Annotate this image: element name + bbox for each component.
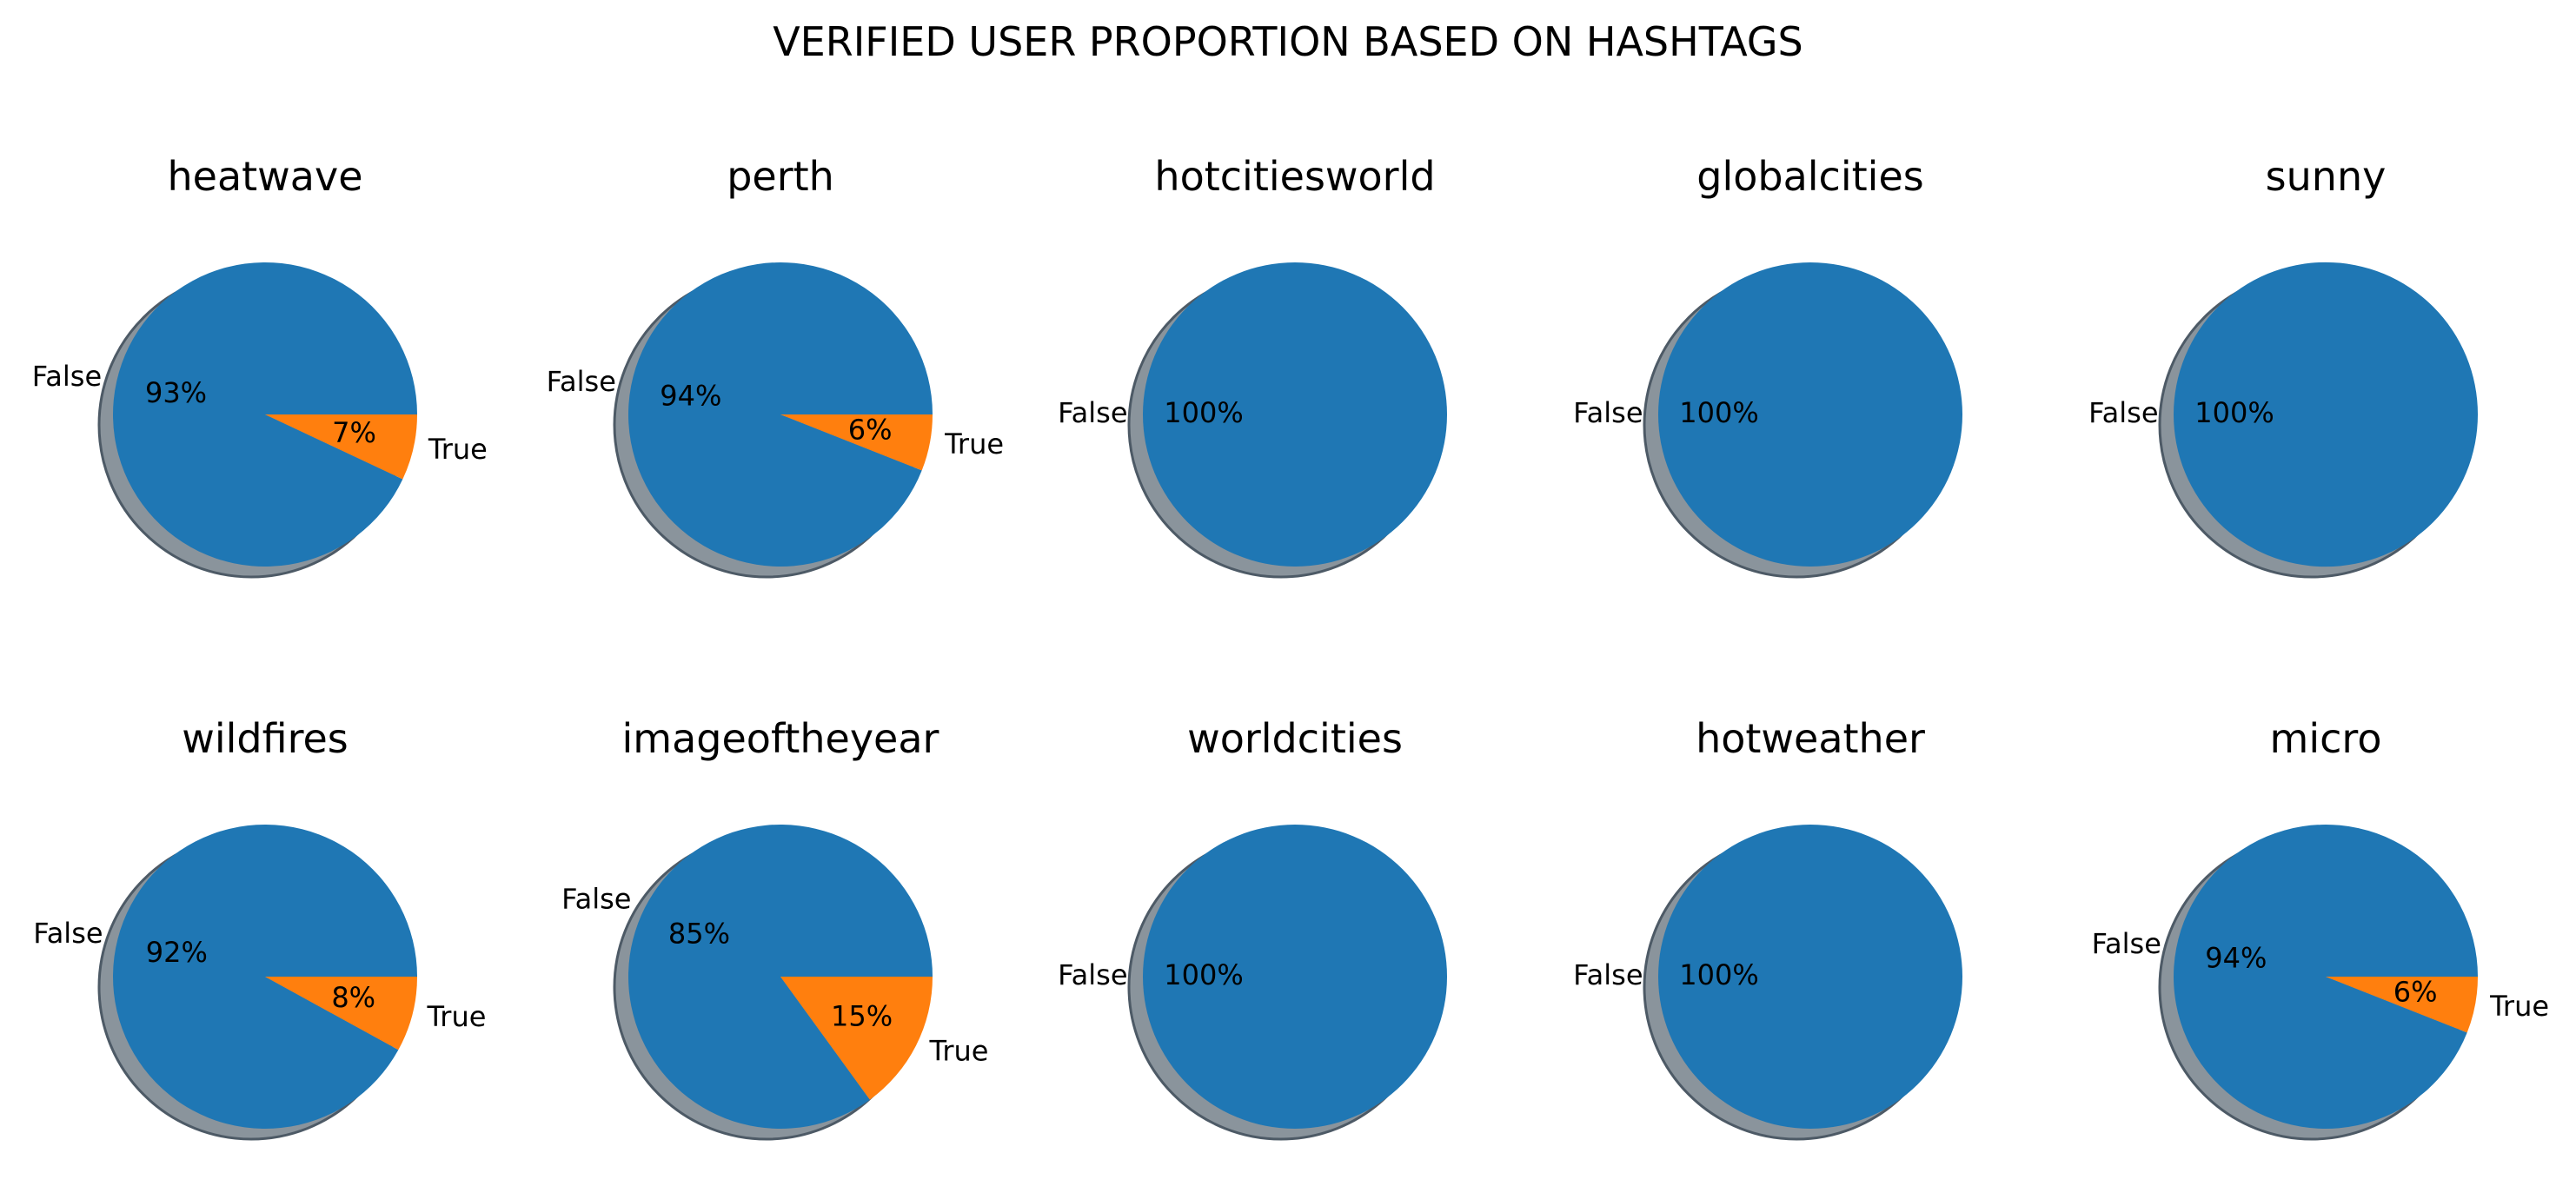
- slice-label-false: False: [547, 365, 616, 398]
- slice-label-true: True: [944, 427, 1004, 461]
- pie-slice-true: [265, 977, 417, 1051]
- pie-perth: perth False 94% True 6%: [547, 153, 1004, 579]
- pie-slice-false: [2174, 262, 2479, 567]
- pie-wildfires: wildfires False 92% True 8%: [33, 715, 486, 1141]
- slice-label-false: False: [561, 883, 631, 916]
- slice-label-true: True: [428, 433, 488, 466]
- pie-title-micro: micro: [2270, 715, 2382, 762]
- pie-title-worldcities: worldcities: [1187, 715, 1403, 762]
- pie-title-hotcitiesworld: hotcitiesworld: [1154, 153, 1435, 200]
- pie-title-sunny: sunny: [2266, 153, 2387, 200]
- slice-label-true: True: [929, 1034, 989, 1067]
- pie-hotweather: hotweather False 100%: [1573, 715, 1962, 1141]
- slice-percent-false: 85%: [668, 917, 730, 950]
- pie-slice-false: [1658, 825, 1962, 1129]
- pie-slice-false: [627, 825, 933, 1130]
- pie-title-perth: perth: [727, 153, 834, 200]
- slice-label-true: True: [426, 1000, 486, 1033]
- pie-title-imageoftheyear: imageoftheyear: [622, 715, 939, 762]
- slice-percent-true: 6%: [848, 414, 893, 447]
- pie-title-heatwave: heatwave: [167, 153, 362, 200]
- slice-percent-false: 93%: [145, 376, 207, 409]
- pie-title-wildfires: wildfires: [182, 715, 349, 762]
- slice-percent-false: 94%: [660, 379, 721, 412]
- slice-percent-true: 6%: [2393, 976, 2438, 1009]
- slice-label-false: False: [1573, 396, 1643, 429]
- pie-slice-false: [628, 262, 933, 567]
- pie-title-hotweather: hotweather: [1696, 715, 1925, 762]
- pie-slice-false: [1143, 262, 1447, 567]
- pie-worldcities: worldcities False 100%: [1058, 715, 1447, 1141]
- pie-slice-false: [2174, 825, 2478, 1130]
- slice-label-false: False: [33, 917, 103, 950]
- pie-slice-false: [112, 262, 417, 567]
- pie-sunny: sunny False 100%: [2088, 153, 2479, 579]
- slice-label-false: False: [32, 360, 102, 393]
- slice-percent-true: 8%: [331, 981, 375, 1014]
- pie-micro: micro False 94% True 6%: [2092, 715, 2549, 1141]
- slice-percent-false: 100%: [1164, 958, 1243, 991]
- slice-label-false: False: [2088, 396, 2158, 429]
- pie-heatwave: heatwave False 93% True 7%: [32, 153, 488, 579]
- figure-title: VERIFIED USER PROPORTION BASED ON HASHTA…: [773, 18, 1803, 65]
- slice-percent-true: 15%: [831, 1000, 893, 1033]
- pie-globalcities: globalcities False 100%: [1573, 153, 1962, 579]
- slice-percent-false: 100%: [1679, 958, 1758, 991]
- pie-slice-false: [1143, 825, 1447, 1129]
- slice-percent-false: 100%: [1679, 396, 1758, 429]
- pie-slice-true: [780, 977, 933, 1100]
- slice-percent-true: 7%: [332, 416, 376, 449]
- pie-slice-false: [1658, 262, 1962, 567]
- slice-percent-false: 100%: [2194, 396, 2274, 429]
- slice-label-false: False: [1058, 396, 1127, 429]
- pie-hotcitiesworld: hotcitiesworld False 100%: [1058, 153, 1447, 579]
- slice-percent-false: 92%: [146, 936, 208, 969]
- slice-label-false: False: [1573, 958, 1643, 991]
- pie-slice-true: [265, 414, 417, 480]
- pie-slice-true: [780, 414, 933, 471]
- pie-slice-true: [2326, 977, 2478, 1033]
- pie-title-globalcities: globalcities: [1696, 153, 1923, 200]
- slice-label-false: False: [2092, 927, 2161, 960]
- slice-label-false: False: [1058, 958, 1127, 991]
- slice-label-true: True: [2489, 990, 2549, 1023]
- pie-grid: heatwave False 93% True 7% perth False 94% True 6…: [32, 153, 2549, 1141]
- slice-percent-false: 100%: [1164, 396, 1243, 429]
- pie-imageoftheyear: imageoftheyear False 85% True 15%: [561, 715, 989, 1141]
- slice-percent-false: 94%: [2205, 941, 2267, 974]
